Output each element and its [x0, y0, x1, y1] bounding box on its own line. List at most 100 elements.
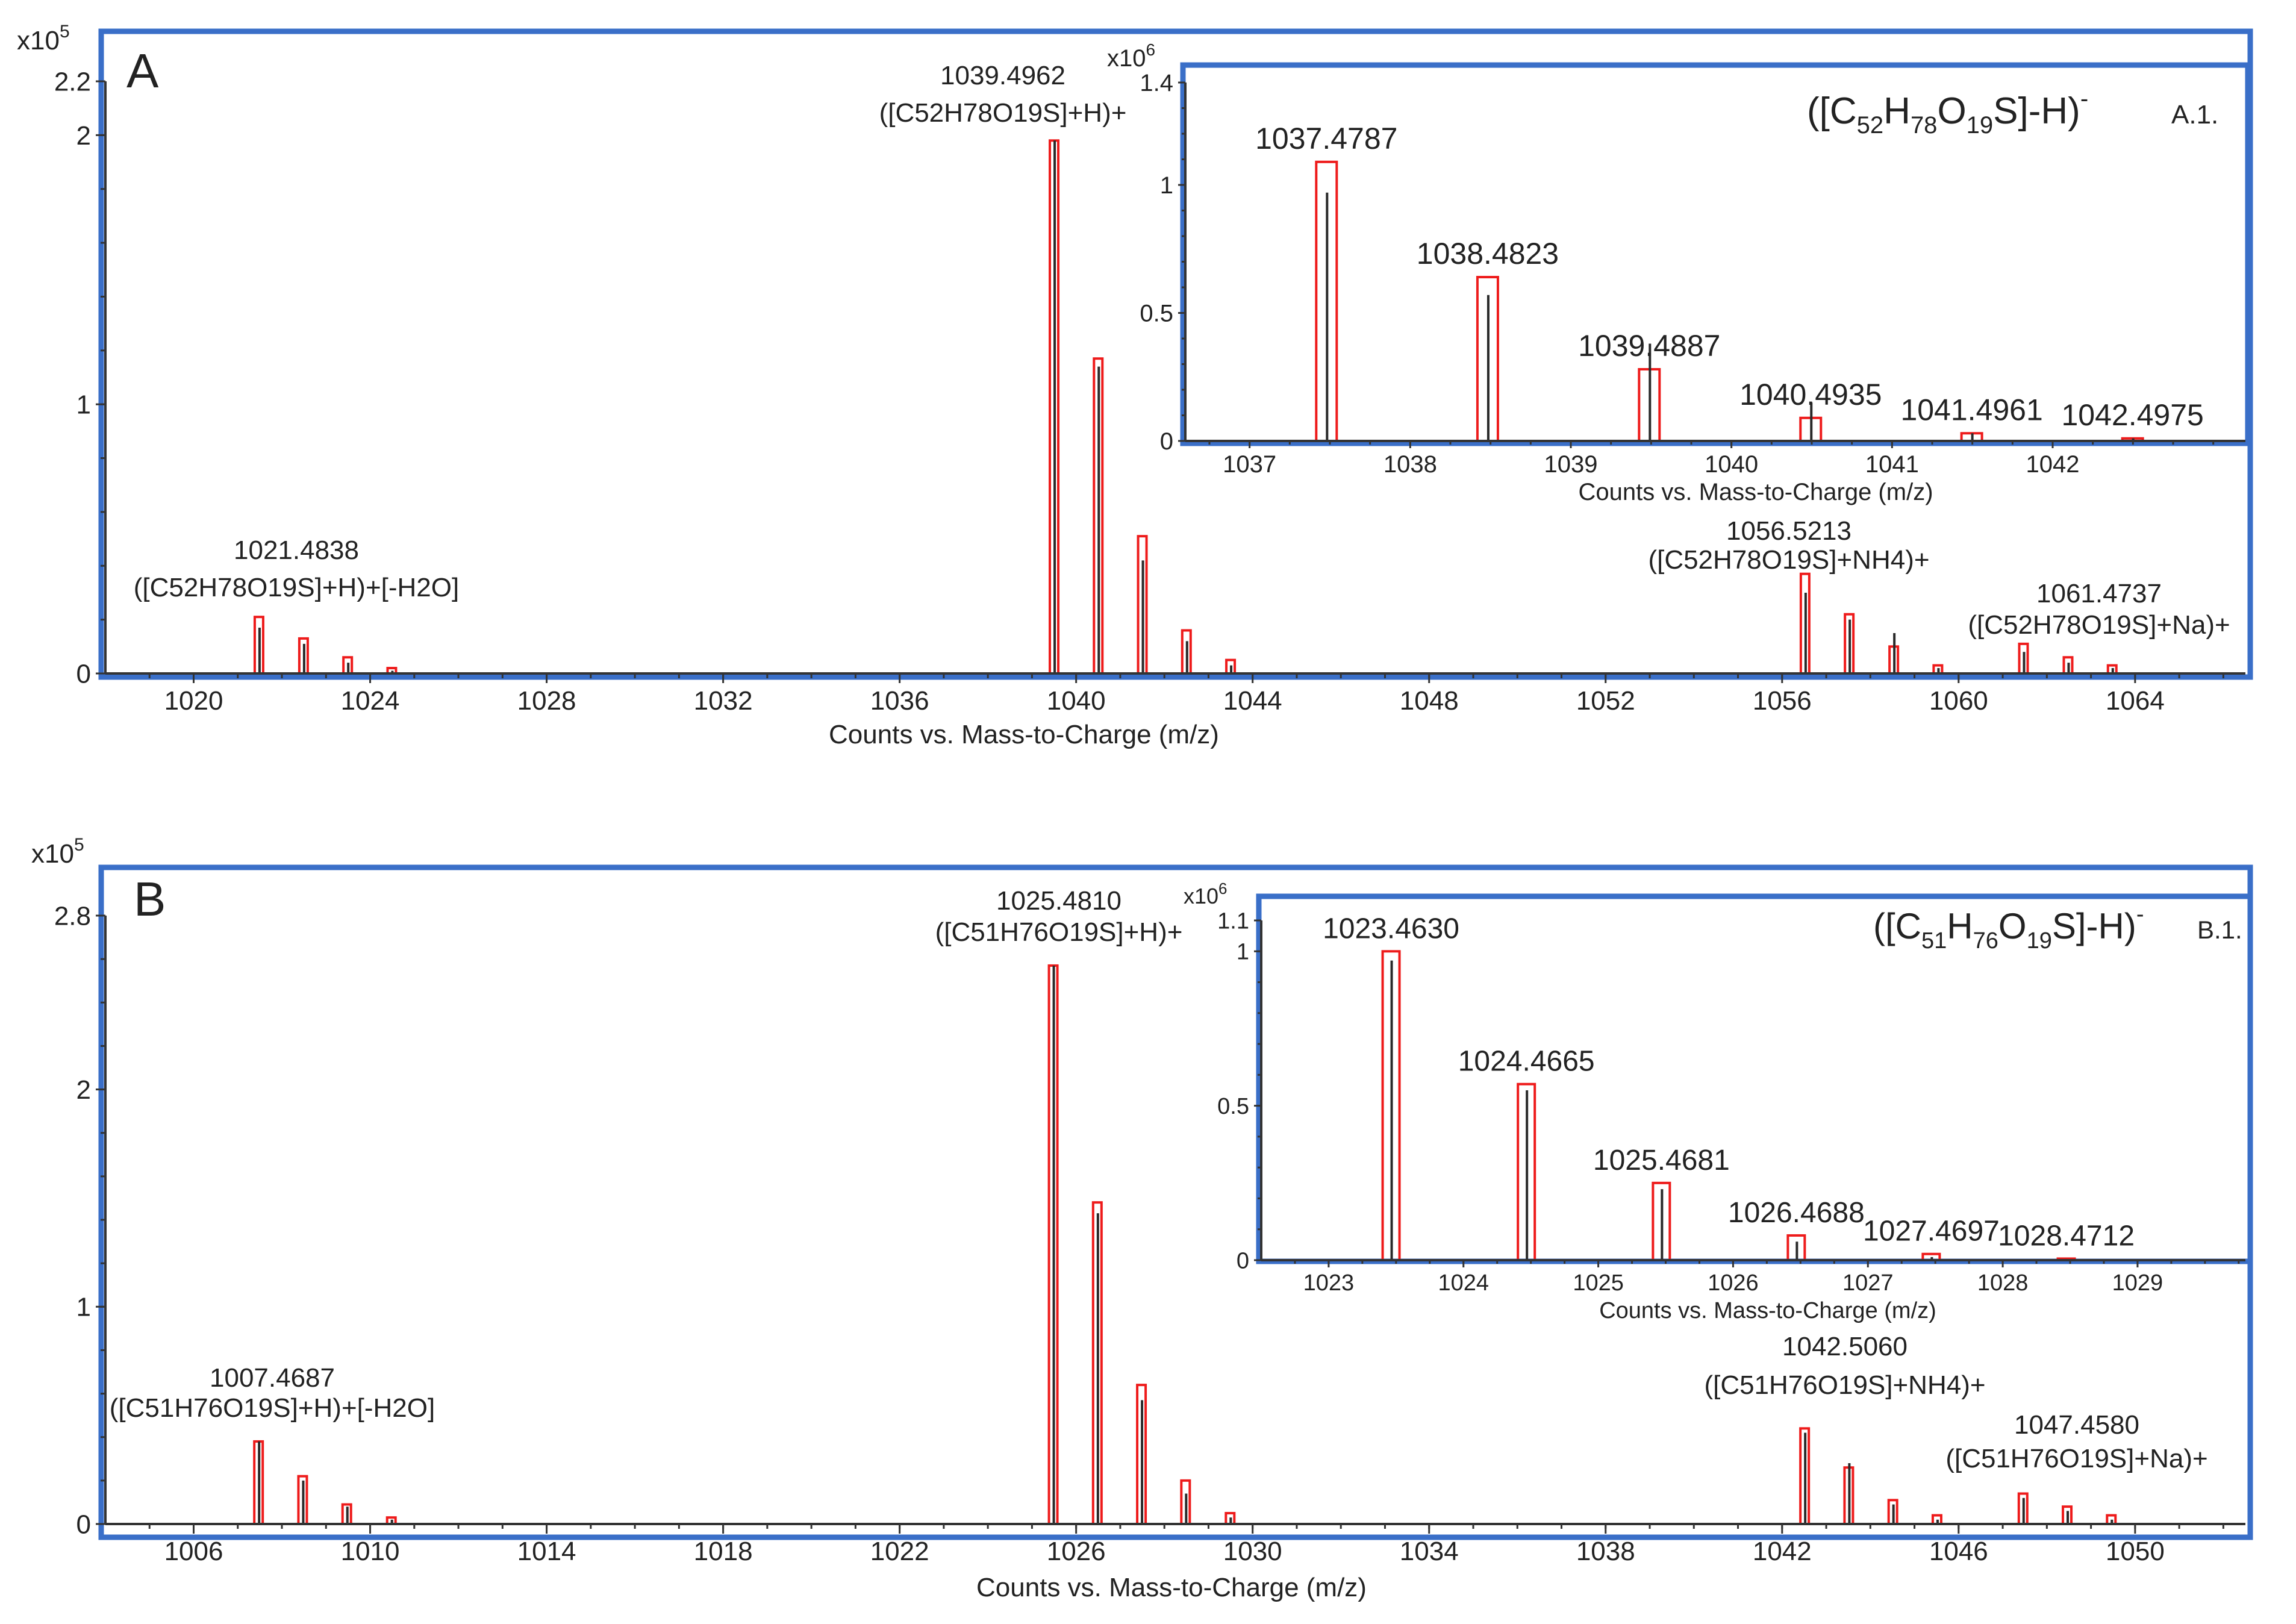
x-tick-label: 1022 — [870, 1537, 929, 1566]
x-tick-label: 1034 — [1400, 1537, 1459, 1566]
x-tick-label: 1050 — [2106, 1537, 2165, 1566]
x-tick-label: 1038 — [1384, 451, 1437, 478]
annotation-label: ([C51H76O19S]+Na)+ — [1945, 1444, 2207, 1473]
x-tick-label: 1028 — [1977, 1270, 2029, 1296]
x-tick-label: 1037 — [1223, 451, 1276, 478]
peak-label: 1037.4787 — [1255, 122, 1397, 155]
x-tick-label: 1032 — [694, 686, 753, 716]
panel-b-xlabel: Counts vs. Mass-to-Charge (m/z) — [976, 1573, 1367, 1602]
panel-a-main-plot: 1020 1024 1028 1032 1036 1040 1044 1048 1052 1056… — [54, 67, 2245, 716]
panel-a-xlabel: Counts vs. Mass-to-Charge (m/z) — [829, 720, 1219, 749]
x-tick-label: 1041 — [1865, 451, 1919, 478]
y-tick-label: 2.8 — [54, 901, 91, 931]
y-tick-label: 0.5 — [1140, 301, 1173, 327]
annotation-mz: 1056.5213 — [1726, 516, 1851, 546]
panel-a-inset: x106 1037 1038 1039 1040 1041 104200.511.4103… — [1107, 40, 2251, 505]
x-tick-label: 1046 — [1929, 1537, 1988, 1566]
x-tick-label: 1042 — [1753, 1537, 1812, 1566]
x-tick-label: 1025 — [1573, 1270, 1624, 1296]
inset-b-scale: x106 — [1184, 879, 1228, 908]
panel-b-scale: x105 — [31, 835, 84, 869]
annotation-mz: 1047.4580 — [2014, 1410, 2139, 1440]
x-tick-label: 1026 — [1708, 1270, 1759, 1296]
y-tick-label: 0 — [76, 659, 91, 689]
x-tick-label: 1040 — [1705, 451, 1758, 478]
annotation-label: ([C52H78O19S]+NH4)+ — [1648, 545, 1929, 575]
peak-label: 1039.4887 — [1578, 329, 1720, 363]
panel-a-letter: A — [126, 44, 159, 98]
panel-b-annotations: 1007.4687 ([C51H76O19S]+H)+[-H2O] 1025.4… — [110, 886, 2208, 1473]
x-tick-label: 1064 — [2106, 686, 2165, 716]
inset-a-id: A.1. — [2171, 100, 2218, 130]
x-tick-label: 1048 — [1400, 686, 1459, 716]
inset-a-xlabel: Counts vs. Mass-to-Charge (m/z) — [1578, 479, 1933, 505]
inset-a-scale: x106 — [1107, 40, 1155, 72]
x-tick-label: 1023 — [1303, 1270, 1355, 1296]
x-tick-label: 1027 — [1842, 1270, 1894, 1296]
panel-a-scale: x105 — [17, 22, 70, 55]
x-tick-label: 1026 — [1047, 1537, 1106, 1566]
inset-a-formula: ([C52H78O19S]-H)- — [1807, 86, 2088, 139]
annotation-mz: 1007.4687 — [210, 1363, 335, 1393]
x-tick-label: 1006 — [164, 1537, 223, 1566]
x-tick-label: 1039 — [1544, 451, 1598, 478]
x-tick-label: 1042 — [2026, 451, 2080, 478]
annotation-label: ([C51H76O19S]+H)+[-H2O] — [110, 1393, 435, 1423]
x-tick-label: 1020 — [164, 686, 223, 716]
panel-b: B x105 1006 1010 1014 1018 1022 1026 1030 1034 1… — [31, 835, 2253, 1602]
peak-label: 1023.4630 — [1323, 913, 1459, 945]
y-tick-label: 0 — [1160, 428, 1173, 455]
x-tick-label: 1029 — [2112, 1270, 2163, 1296]
x-tick-label: 1036 — [870, 686, 929, 716]
peak-label: 1041.4961 — [1900, 393, 2042, 426]
x-tick-label: 1040 — [1047, 686, 1106, 716]
y-tick-label: 1 — [1237, 940, 1249, 965]
x-tick-label: 1014 — [517, 1537, 576, 1566]
panel-a-annotations: 1021.4838 ([C52H78O19S]+H)+[-H2O] 1039.4… — [134, 61, 2230, 640]
peak-label: 1025.4681 — [1593, 1145, 1730, 1176]
y-tick-label: 1 — [1160, 172, 1173, 199]
x-tick-label: 1010 — [341, 1537, 400, 1566]
panel-b-inset: x106 1023 1024 1025 1026 1027 1028 1029 0 0.5 1 1.… — [1184, 879, 2253, 1323]
inset-b-frame — [1256, 893, 2253, 1264]
inset-b-xlabel: Counts vs. Mass-to-Charge (m/z) — [1599, 1298, 1936, 1323]
annotation-mz: 1021.4838 — [234, 536, 359, 565]
peak-label: 1026.4688 — [1728, 1197, 1865, 1229]
annotation-label: ([C51H76O19S]+NH4)+ — [1704, 1370, 1985, 1400]
x-tick-label: 1056 — [1753, 686, 1812, 716]
y-tick-label: 1 — [76, 390, 91, 420]
peak-label: 1038.4823 — [1417, 237, 1559, 270]
x-tick-label: 1052 — [1576, 686, 1635, 716]
annotation-label: ([C52H78O19S]+H)+[-H2O] — [134, 573, 459, 602]
inset-b-formula: ([C51H76O19S]-H)- — [1873, 902, 2144, 954]
x-tick-label: 1044 — [1223, 686, 1282, 716]
y-tick-label: 2 — [76, 1075, 91, 1105]
inset-b-id: B.1. — [2197, 916, 2242, 944]
annotation-mz: 1025.4810 — [996, 886, 1121, 916]
inset-a-frame — [1180, 62, 2251, 446]
annotation-label: ([C52H78O19S]+Na)+ — [1968, 610, 2230, 640]
peak-label: 1028.4712 — [1998, 1220, 2135, 1252]
y-tick-label: 0 — [1237, 1248, 1249, 1273]
panel-a: A x105 1020 1024 1028 1032 1036 1040 1044 1048 1… — [17, 22, 2253, 749]
peak-label: 1040.4935 — [1739, 378, 1882, 411]
annotation-label: ([C51H76O19S]+H)+ — [935, 917, 1183, 947]
x-tick-label: 1060 — [1929, 686, 1988, 716]
annotation-mz: 1042.5060 — [1782, 1332, 1908, 1361]
x-tick-label: 1038 — [1576, 1537, 1635, 1566]
y-tick-label: 0 — [76, 1510, 91, 1539]
y-tick-label: 0.5 — [1217, 1094, 1249, 1119]
panel-b-letter: B — [134, 872, 166, 926]
y-tick-label: 1.1 — [1217, 908, 1249, 934]
x-tick-label: 1030 — [1223, 1537, 1282, 1566]
y-tick-label: 2 — [76, 121, 91, 151]
x-tick-label: 1024 — [341, 686, 400, 716]
annotation-label: ([C52H78O19S]+H)+ — [879, 98, 1127, 128]
peak-label: 1024.4665 — [1458, 1046, 1595, 1078]
panel-b-main-plot: 1006 1010 1014 1018 1022 1026 1030 1034 1038 1042… — [54, 901, 2245, 1566]
y-tick-label: 1 — [76, 1293, 91, 1322]
x-tick-label: 1018 — [694, 1537, 753, 1566]
x-tick-label: 1028 — [517, 686, 576, 716]
inset-a-plot: 1037 1038 1039 1040 1041 1042 0 0.5 1 1.4 1037.478… — [1140, 70, 2245, 478]
